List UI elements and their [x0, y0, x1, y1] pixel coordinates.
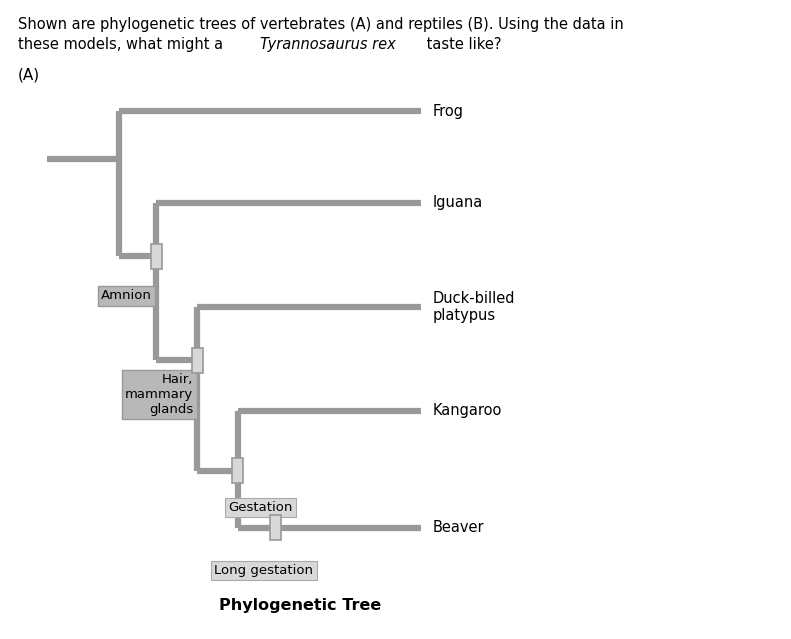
Text: Iguana: Iguana [433, 196, 483, 210]
FancyBboxPatch shape [270, 515, 281, 540]
Text: Frog: Frog [433, 104, 464, 119]
Text: (A): (A) [18, 67, 40, 82]
Text: Duck-billed
platypus: Duck-billed platypus [433, 291, 515, 323]
Text: Kangaroo: Kangaroo [433, 403, 502, 419]
FancyBboxPatch shape [233, 458, 244, 484]
Text: Phylogenetic Tree: Phylogenetic Tree [219, 597, 381, 613]
Text: Long gestation: Long gestation [214, 564, 313, 577]
Text: Hair,
mammary
glands: Hair, mammary glands [125, 373, 194, 416]
Text: Shown are phylogenetic trees of vertebrates (A) and reptiles (B). Using the data: Shown are phylogenetic trees of vertebra… [18, 17, 624, 32]
Text: Beaver: Beaver [433, 520, 484, 535]
Text: Amnion: Amnion [101, 289, 152, 302]
Text: these models, what might a: these models, what might a [18, 37, 228, 52]
FancyBboxPatch shape [192, 348, 202, 373]
Text: Tyrannosaurus rex: Tyrannosaurus rex [260, 37, 396, 52]
Text: Gestation: Gestation [229, 501, 293, 514]
FancyBboxPatch shape [150, 244, 161, 269]
Text: taste like?: taste like? [422, 37, 501, 52]
